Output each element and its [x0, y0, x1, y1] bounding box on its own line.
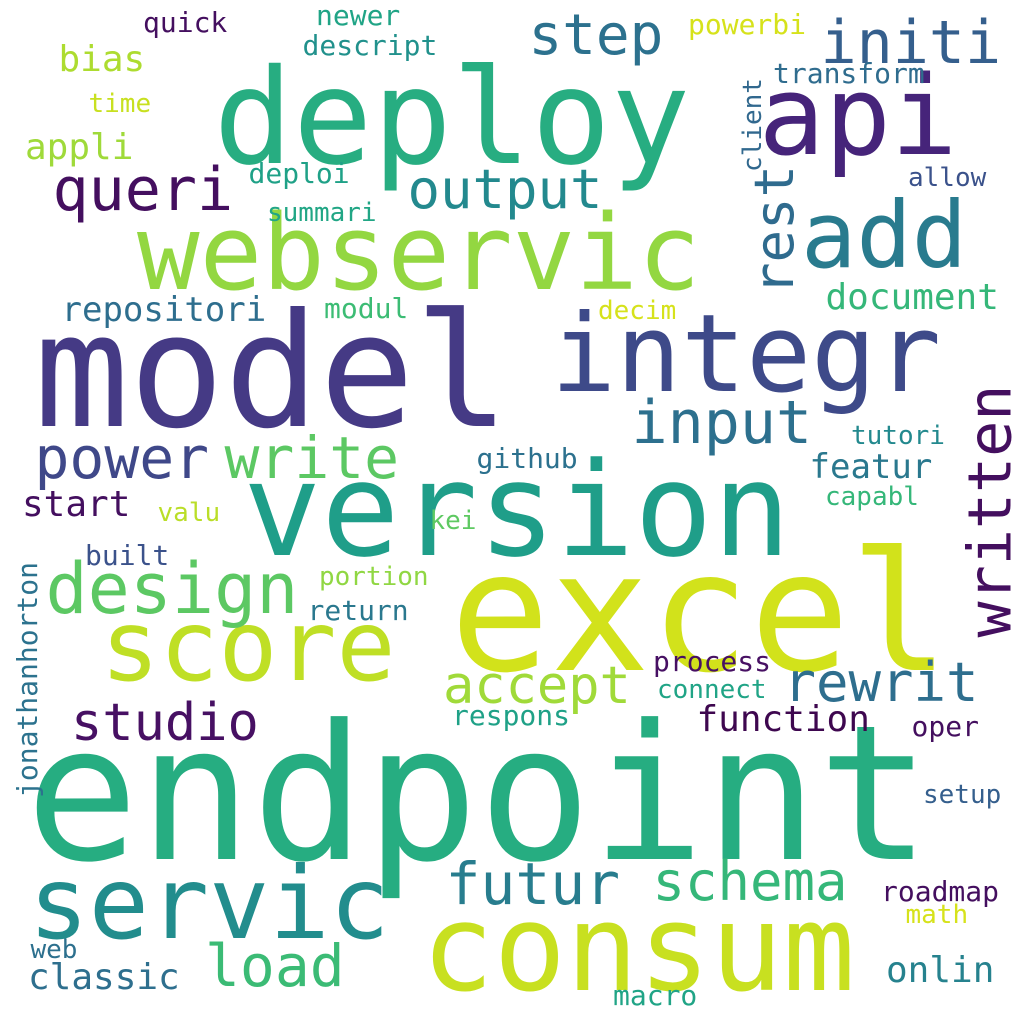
word-power: power: [34, 424, 210, 492]
word-model: model: [34, 280, 510, 464]
word-roadmap: roadmap: [881, 875, 1000, 908]
word-api: api: [758, 52, 958, 180]
word-add: add: [801, 182, 968, 289]
word-macro: macro: [613, 979, 698, 1012]
word-futur: futur: [445, 850, 621, 918]
word-webservic: webservic: [137, 192, 701, 314]
word-built: built: [85, 539, 170, 572]
word-design: design: [45, 548, 299, 630]
word-function: function: [696, 699, 870, 740]
word-return: return: [307, 594, 409, 627]
word-step: step: [528, 3, 664, 68]
word-classic: classic: [28, 957, 180, 998]
word-transform: transform: [773, 57, 925, 90]
word-queri: queri: [52, 155, 234, 225]
word-modul: modul: [324, 292, 409, 325]
word-accept: accept: [443, 656, 631, 716]
word-appli: appli: [25, 127, 134, 168]
word-endpoint: endpoint: [25, 685, 931, 904]
word-summari: summari: [267, 198, 377, 228]
word-respons: respons: [452, 699, 571, 732]
word-excel: excel: [450, 517, 950, 710]
word-tutori: tutori: [851, 421, 945, 451]
word-repositori: repositori: [61, 290, 267, 330]
word-descript: descript: [302, 29, 438, 62]
word-newer: newer: [316, 0, 401, 32]
word-allow: allow: [908, 163, 987, 193]
word-client: client: [737, 78, 768, 172]
word-process: process: [653, 645, 772, 678]
word-written: written: [954, 384, 1019, 638]
word-rewrit: rewrit: [783, 651, 979, 714]
word-servic: servic: [28, 845, 390, 962]
word-consum: consum: [421, 880, 855, 1019]
word-capabl: capabl: [825, 482, 919, 512]
word-studio: studio: [71, 693, 259, 753]
word-onlin: onlin: [886, 950, 995, 991]
word-oper: oper: [911, 710, 979, 743]
word-load: load: [205, 932, 345, 1000]
word-jonathanhorton: jonathanhorton: [11, 561, 45, 799]
word-document: document: [825, 277, 999, 318]
word-bias: bias: [58, 39, 146, 80]
word-valu: valu: [157, 498, 221, 528]
word-github: github: [476, 442, 578, 475]
word-powerbi: powerbi: [688, 8, 807, 41]
word-write: write: [224, 424, 400, 492]
word-kei: kei: [429, 506, 477, 536]
word-score: score: [100, 590, 396, 704]
word-start: start: [22, 484, 131, 525]
word-math: math: [905, 900, 969, 930]
word-time: time: [88, 89, 152, 119]
word-input: input: [631, 388, 813, 458]
word-quick: quick: [143, 6, 228, 39]
word-integr: integr: [551, 292, 942, 417]
word-portion: portion: [319, 562, 429, 592]
word-deploi: deploi: [248, 157, 350, 190]
word-deploy: deploy: [213, 41, 691, 195]
word-initi: initi: [820, 8, 1002, 78]
word-output: output: [407, 158, 603, 221]
word-rest: rest: [743, 164, 807, 296]
word-schema: schema: [652, 850, 848, 913]
word-decim: decim: [598, 296, 677, 326]
word-setup: setup: [923, 780, 1002, 810]
word-connect: connect: [657, 675, 767, 705]
word-version: version: [243, 434, 791, 586]
word-featur: featur: [809, 447, 933, 487]
word-web: web: [30, 935, 78, 965]
